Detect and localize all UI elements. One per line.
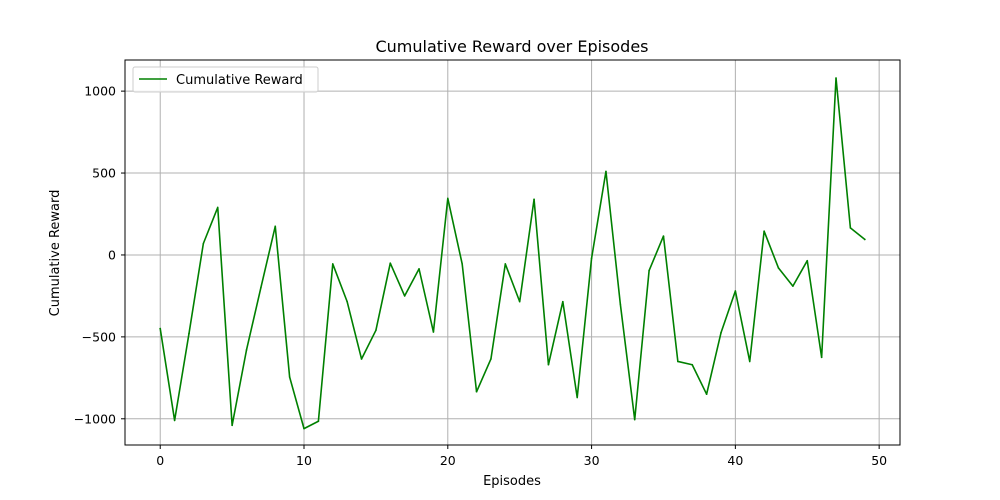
data-point	[677, 360, 679, 363]
data-point	[245, 349, 248, 351]
data-point	[173, 419, 176, 422]
x-tick-label: 10	[296, 453, 312, 468]
data-point	[216, 206, 219, 209]
y-tick-label: 500	[92, 166, 116, 181]
chart-title: Cumulative Reward over Episodes	[375, 37, 648, 56]
data-point	[576, 396, 578, 399]
data-point	[562, 300, 564, 303]
y-tick-label: 0	[108, 247, 116, 262]
x-axis-label: Episodes	[483, 474, 541, 489]
data-point	[763, 230, 765, 232]
data-point	[274, 225, 277, 228]
data-point	[792, 285, 794, 287]
data-point	[202, 242, 205, 245]
data-point	[432, 331, 435, 333]
data-point	[288, 376, 291, 378]
data-point	[475, 390, 478, 393]
data-point	[849, 227, 852, 229]
data-point	[418, 268, 420, 270]
tick-layer: 0 10 20 30 40 50 −1000 −500 0 500 1000	[74, 84, 887, 468]
data-point	[504, 263, 507, 265]
data-point	[605, 170, 607, 173]
data-point	[533, 198, 535, 201]
data-point	[662, 235, 665, 237]
data-point	[159, 327, 162, 330]
data-point	[403, 295, 406, 297]
data-point	[260, 286, 262, 289]
legend-box	[132, 66, 319, 93]
data-point	[375, 329, 377, 332]
x-tick-label: 50	[871, 453, 887, 468]
data-point	[317, 420, 320, 423]
data-point	[360, 358, 363, 360]
data-point	[547, 363, 550, 366]
y-tick-label: −1000	[74, 411, 116, 426]
data-point	[720, 331, 722, 334]
legend-label: Cumulative Reward	[176, 73, 303, 88]
data-point	[619, 303, 622, 305]
data-point	[705, 393, 708, 396]
data-point	[633, 418, 636, 421]
x-tick-label: 40	[727, 453, 743, 468]
x-tick-label: 20	[440, 453, 456, 468]
data-point	[648, 269, 650, 272]
x-tick-label: 30	[584, 453, 600, 468]
data-point	[331, 263, 334, 265]
y-tick-label: −500	[82, 329, 116, 344]
legend: Cumulative Reward	[132, 66, 319, 93]
data-point	[777, 267, 780, 269]
x-tick-label: 0	[156, 453, 164, 468]
data-point	[231, 424, 233, 427]
data-point	[188, 332, 190, 335]
y-tick-label: 1000	[84, 84, 116, 99]
plot-frame	[124, 59, 901, 446]
data-point	[303, 427, 305, 430]
series-line	[159, 77, 866, 430]
data-point	[748, 360, 751, 363]
data-point	[346, 300, 348, 303]
data-point	[490, 358, 492, 360]
grid-lines	[125, 60, 900, 445]
data-point	[835, 77, 837, 79]
data-point	[820, 356, 823, 359]
y-axis-label: Cumulative Reward	[48, 190, 63, 317]
data-point	[518, 300, 521, 303]
series-layer	[159, 77, 866, 430]
data-point	[863, 238, 866, 241]
data-point	[447, 197, 449, 200]
data-point	[590, 257, 593, 260]
data-point	[734, 290, 737, 292]
data-point	[806, 259, 809, 262]
data-point	[389, 262, 392, 264]
data-point	[691, 363, 694, 366]
data-point	[461, 263, 463, 265]
